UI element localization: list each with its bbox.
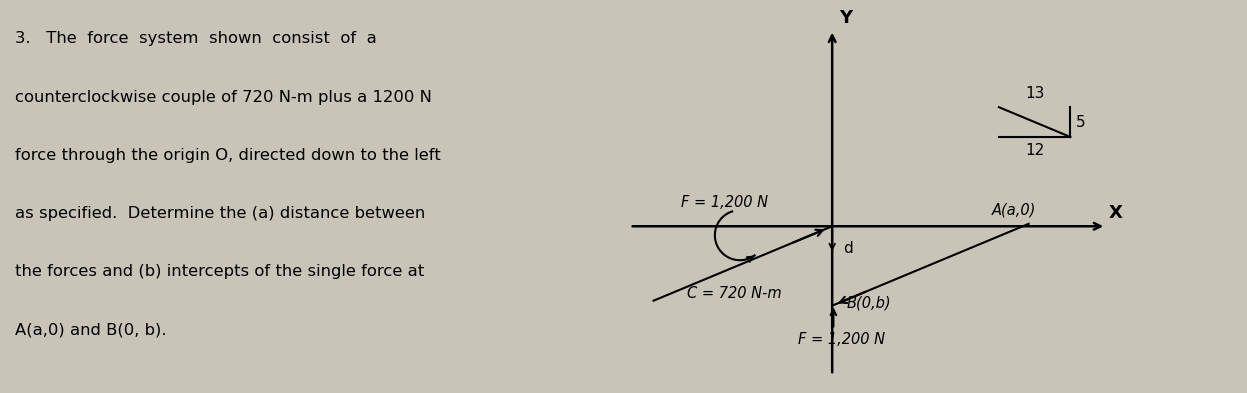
Text: d: d: [843, 241, 853, 255]
Text: F = 1,200 N: F = 1,200 N: [681, 195, 768, 209]
Text: F = 1,200 N: F = 1,200 N: [798, 332, 884, 347]
Text: X: X: [1109, 204, 1124, 222]
Text: 12: 12: [1025, 143, 1044, 158]
Text: C = 720 N-m: C = 720 N-m: [687, 286, 782, 301]
Text: B(0,b): B(0,b): [847, 295, 892, 310]
Text: force through the origin O, directed down to the left: force through the origin O, directed dow…: [15, 148, 440, 163]
Text: the forces and (b) intercepts of the single force at: the forces and (b) intercepts of the sin…: [15, 264, 424, 279]
Text: A(a,0): A(a,0): [991, 202, 1036, 217]
Text: 13: 13: [1025, 86, 1044, 101]
Text: Y: Y: [839, 9, 853, 27]
Text: 5: 5: [1076, 115, 1086, 130]
Text: as specified.  Determine the (a) distance between: as specified. Determine the (a) distance…: [15, 206, 425, 221]
Text: 3.   The  force  system  shown  consist  of  a: 3. The force system shown consist of a: [15, 31, 377, 46]
Text: counterclockwise couple of 720 N-m plus a 1200 N: counterclockwise couple of 720 N-m plus …: [15, 90, 431, 105]
Text: A(a,0) and B(0, b).: A(a,0) and B(0, b).: [15, 322, 166, 337]
